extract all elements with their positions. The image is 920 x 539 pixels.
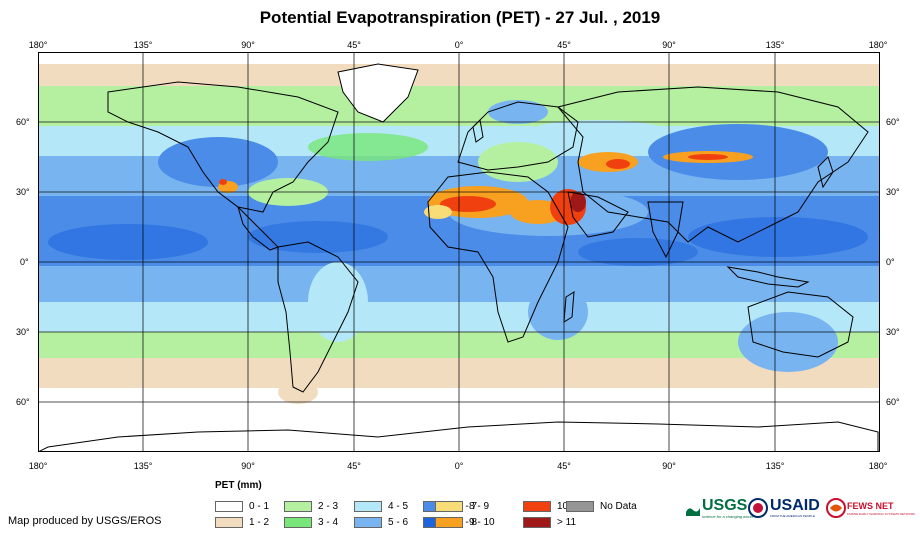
legend-item: 9 - 10 [435, 516, 495, 528]
legend-item: 4 - 5 [354, 500, 408, 512]
usgs-tagline: science for a changing world [702, 514, 753, 519]
legend-label: 0 - 1 [249, 500, 270, 512]
legend-swatch [284, 500, 312, 512]
usaid-seal-icon [748, 498, 768, 518]
lat-label-left: 30° [16, 187, 30, 197]
lat-label-right: 60° [886, 117, 900, 127]
lat-label-left: 60° [16, 117, 30, 127]
lat-label-right: 60° [886, 397, 900, 407]
legend-swatch [354, 516, 382, 528]
lon-label-bottom: 45° [347, 461, 361, 471]
map-title: Potential Evapotranspiration (PET) - 27 … [259, 8, 661, 27]
legend-swatch [215, 516, 243, 528]
legend-swatch [284, 516, 312, 528]
lon-label-top: 90° [662, 40, 676, 50]
lon-label-bottom: 180° [28, 461, 48, 471]
usgs-wave-icon [686, 507, 700, 516]
legend-swatch [215, 500, 243, 512]
lon-label-top: 0° [454, 40, 464, 50]
lat-label-right: 30° [886, 187, 900, 197]
legend-swatch [435, 500, 463, 512]
lat-label-left: 60° [16, 397, 30, 407]
legend-swatch [523, 500, 551, 512]
legend-label: 6 - 7 [457, 500, 478, 512]
legend-item: 8 - 9 [435, 500, 489, 512]
pet-hotspots [218, 151, 753, 225]
lon-label-bottom: 0° [454, 461, 464, 471]
lat-label-left: 0° [20, 257, 29, 267]
legend-title: PET (mm) [215, 480, 262, 491]
lon-label-bottom: 135° [133, 461, 153, 471]
usaid-wordmark: USAID [770, 497, 820, 514]
usgs-wordmark: USGS [702, 497, 748, 514]
legend-swatch [523, 516, 551, 528]
lon-label-bottom: 45° [557, 461, 571, 471]
fewsnet-tagline: FAMINE EARLY WARNING SYSTEMS NETWORK [847, 511, 916, 516]
legend-label: > 11 [557, 516, 576, 528]
legend-item: 3 - 4 [284, 516, 338, 528]
legend-label: 3 - 4 [318, 516, 339, 528]
legend-swatch [566, 500, 594, 512]
lon-label-top: 180° [28, 40, 48, 50]
legend-label: 8 - 9 [469, 500, 490, 512]
lat-label-right: 0° [886, 257, 895, 267]
graticule [38, 52, 880, 452]
fewsnet-wordmark: FEWS NET [847, 500, 894, 511]
lon-label-bottom: 135° [765, 461, 785, 471]
credit-text: Map produced by USGS/EROS [8, 515, 162, 527]
lon-label-bottom: 90° [662, 461, 676, 471]
fewsnet-logo: FEWS NET FAMINE EARLY WARNING SYSTEMS NE… [826, 498, 915, 518]
lon-label-bottom: 90° [241, 461, 255, 471]
usgs-logo: USGS science for a changing world [686, 498, 753, 519]
fewsnet-globe-icon [826, 498, 846, 518]
legend-item: > 11 [523, 516, 576, 528]
legend-swatch [435, 516, 463, 528]
lon-label-top: 90° [241, 40, 255, 50]
legend-label: 2 - 3 [318, 500, 339, 512]
lon-label-top: 135° [133, 40, 153, 50]
lon-label-top: 180° [868, 40, 888, 50]
legend-item: 0 - 1 [215, 500, 269, 512]
legend-label: 7 - 8 [457, 516, 478, 528]
lon-label-top: 45° [347, 40, 361, 50]
legend-item: 1 - 2 [215, 516, 269, 528]
legend-label: 1 - 2 [249, 516, 270, 528]
usaid-tagline: FROM THE AMERICAN PEOPLE [770, 514, 815, 518]
legend-label: 5 - 6 [388, 516, 409, 528]
lon-label-top: 45° [557, 40, 571, 50]
lon-label-bottom: 180° [868, 461, 888, 471]
usaid-logo: USAID FROM THE AMERICAN PEOPLE [748, 498, 820, 518]
legend-item: 5 - 6 [354, 516, 408, 528]
legend-label: No Data [600, 500, 637, 512]
lat-label-right: 30° [886, 327, 900, 337]
lon-label-top: 135° [765, 40, 785, 50]
legend-item: 2 - 3 [284, 500, 338, 512]
legend-item: No Data [566, 500, 637, 512]
legend-label: 4 - 5 [388, 500, 409, 512]
legend-swatch [354, 500, 382, 512]
lat-label-left: 30° [16, 327, 30, 337]
legend-label: 9 - 10 [469, 516, 495, 528]
pet-world-map [38, 52, 880, 452]
